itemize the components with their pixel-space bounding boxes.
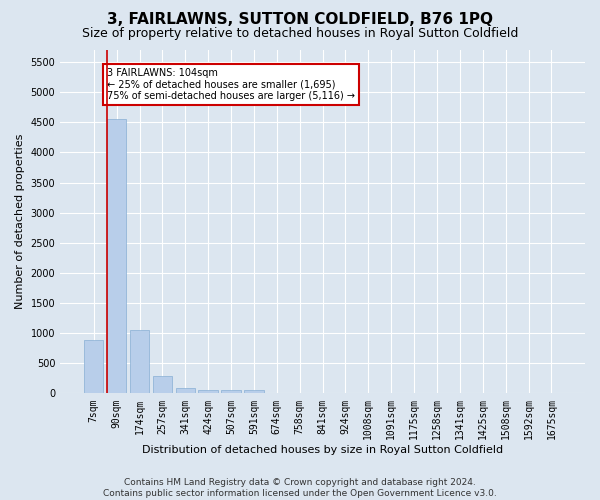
Bar [244, 390, 263, 394]
X-axis label: Distribution of detached houses by size in Royal Sutton Coldfield: Distribution of detached houses by size … [142, 445, 503, 455]
Bar [152, 376, 172, 394]
Text: Contains HM Land Registry data © Crown copyright and database right 2024.
Contai: Contains HM Land Registry data © Crown c… [103, 478, 497, 498]
Bar [84, 340, 103, 394]
Bar [199, 390, 218, 394]
Text: Size of property relative to detached houses in Royal Sutton Coldfield: Size of property relative to detached ho… [82, 28, 518, 40]
Bar [176, 388, 195, 394]
Text: 3 FAIRLAWNS: 104sqm
← 25% of detached houses are smaller (1,695)
75% of semi-det: 3 FAIRLAWNS: 104sqm ← 25% of detached ho… [107, 68, 355, 102]
Text: 3, FAIRLAWNS, SUTTON COLDFIELD, B76 1PQ: 3, FAIRLAWNS, SUTTON COLDFIELD, B76 1PQ [107, 12, 493, 28]
Bar [130, 330, 149, 394]
Y-axis label: Number of detached properties: Number of detached properties [15, 134, 25, 310]
Bar [221, 390, 241, 394]
Bar [107, 118, 127, 394]
